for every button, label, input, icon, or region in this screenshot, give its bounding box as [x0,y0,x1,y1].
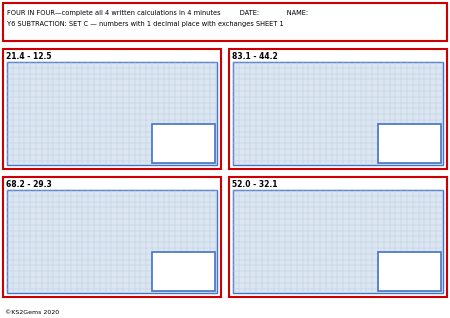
Bar [233,190,443,293]
Text: ©KS2Gems 2020: ©KS2Gems 2020 [5,310,59,315]
Bar [3,177,221,297]
Bar [378,252,441,291]
Bar [152,252,215,291]
Text: 68.2 - 29.3: 68.2 - 29.3 [6,180,52,189]
Bar [152,124,215,163]
Bar [7,190,217,293]
Bar [3,3,447,41]
Text: FOUR IN FOUR—complete all 4 written calculations in 4 minutes         DATE:     : FOUR IN FOUR—complete all 4 written calc… [7,10,308,16]
Text: 21.4 - 12.5: 21.4 - 12.5 [6,52,51,61]
Text: 83.1 - 44.2: 83.1 - 44.2 [232,52,278,61]
Bar [229,177,447,297]
Bar [7,62,217,165]
Text: 52.0 - 32.1: 52.0 - 32.1 [232,180,278,189]
Bar [233,62,443,165]
Text: Y6 SUBTRACTION: SET C — numbers with 1 decimal place with exchanges SHEET 1: Y6 SUBTRACTION: SET C — numbers with 1 d… [7,21,284,27]
Bar [378,124,441,163]
Bar [229,49,447,169]
Bar [3,49,221,169]
